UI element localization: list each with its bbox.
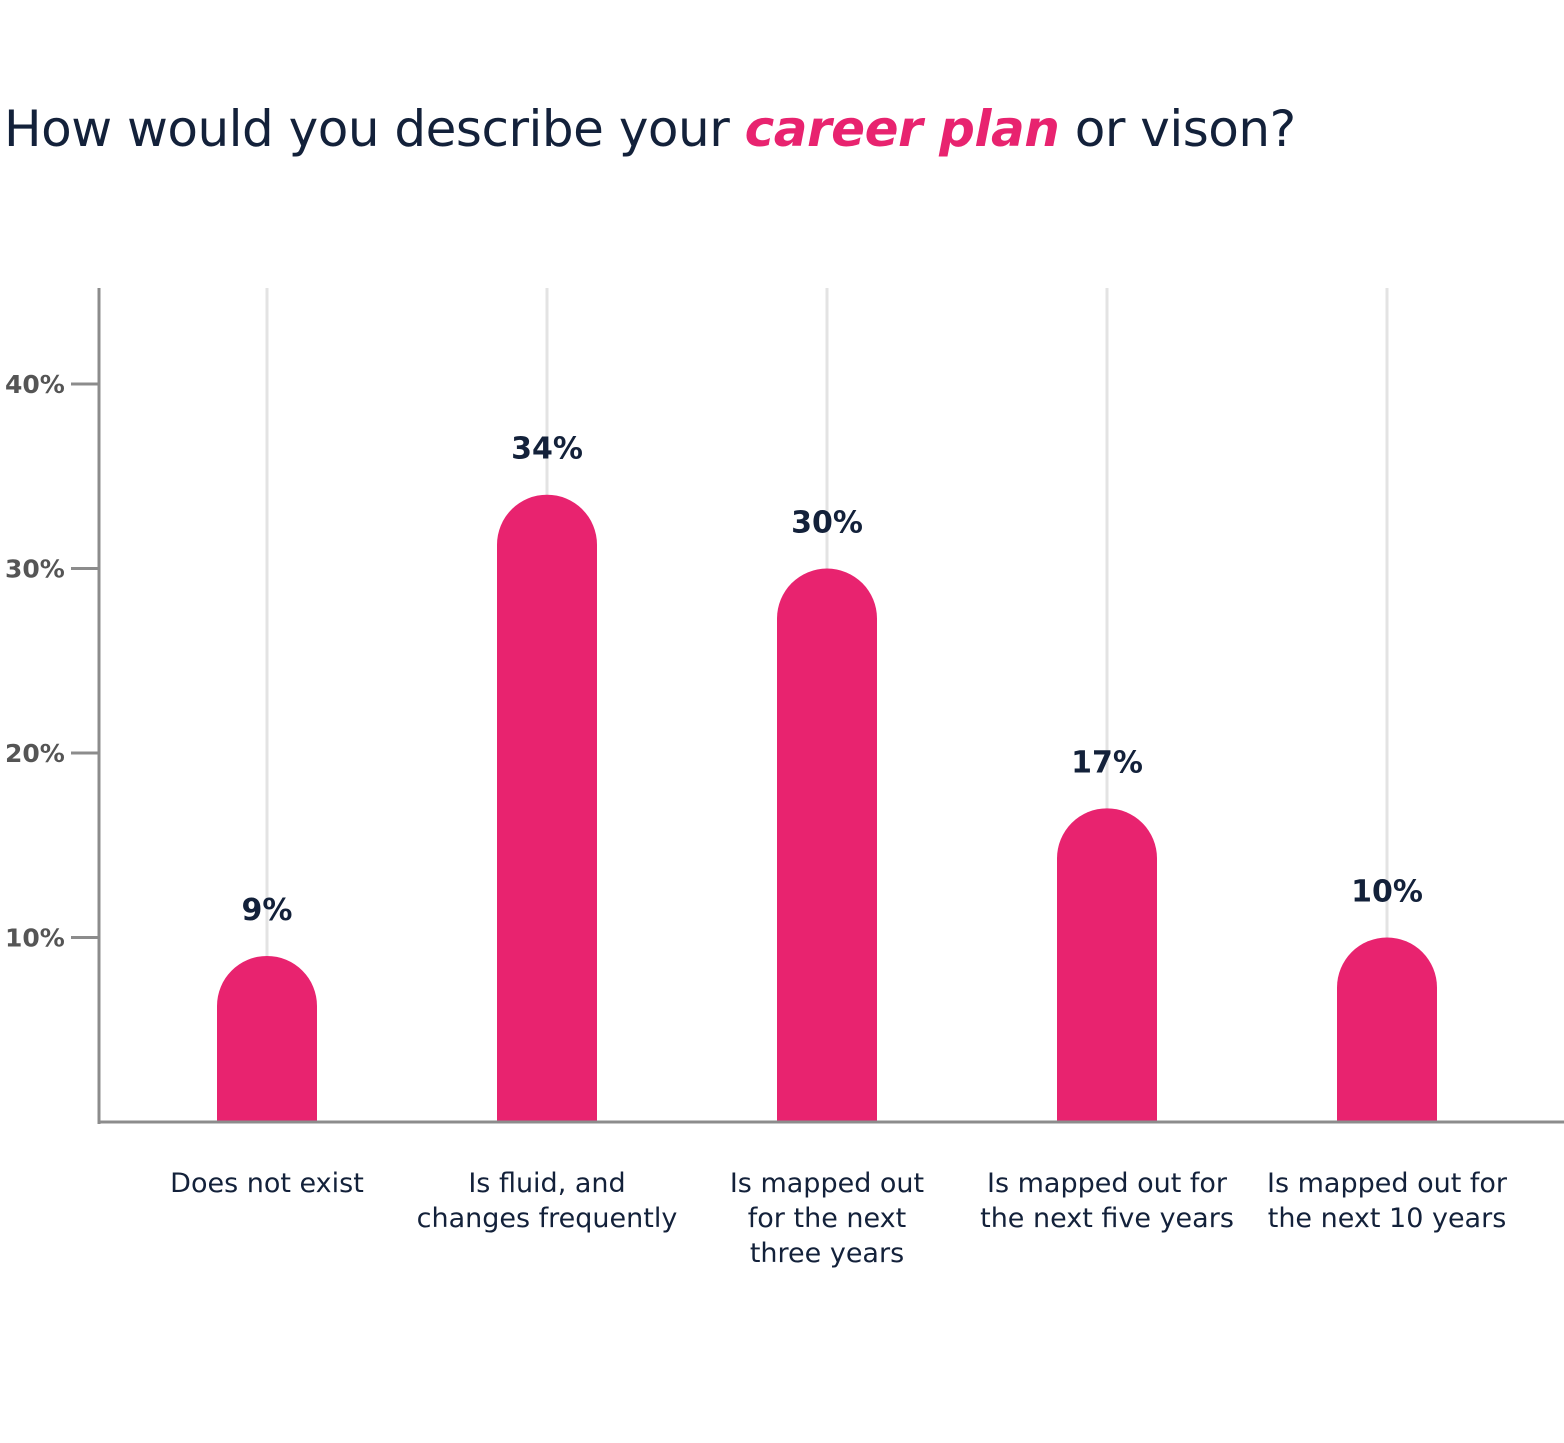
x-category-label-line: for the next	[748, 1203, 906, 1234]
data-label: 9%	[242, 893, 293, 928]
x-category-label-line: the next five years	[980, 1203, 1234, 1234]
title-text-before: How would you describe your	[4, 100, 745, 158]
bar	[217, 955, 317, 1122]
y-tick-label: 30%	[5, 555, 65, 584]
x-category-label: Is fluid, and changes frequently	[417, 1168, 678, 1234]
data-label: 34%	[511, 432, 583, 467]
y-tick-label: 10%	[5, 924, 65, 953]
x-category-label: Is mapped out for the next three years	[730, 1168, 924, 1269]
chart-title: How would you describe your career plan …	[4, 100, 1296, 158]
x-category-label: Is mapped out for the next five years	[980, 1168, 1234, 1234]
x-category-label-line: three years	[750, 1238, 904, 1269]
x-category-label-line: Does not exist	[170, 1168, 364, 1199]
title-text-after: or vison?	[1059, 100, 1296, 158]
x-category-label-line: Is mapped out	[730, 1168, 924, 1199]
x-category-label-line: Is mapped out for	[987, 1168, 1228, 1199]
x-category-label-line: changes frequently	[417, 1203, 678, 1234]
x-category-label: Is mapped out for the next 10 years	[1267, 1168, 1508, 1234]
x-category-label: Does not exist	[170, 1168, 364, 1199]
x-category-label-line: the next 10 years	[1268, 1203, 1507, 1234]
bar	[777, 568, 877, 1122]
title-highlight: career plan	[744, 100, 1060, 158]
bar	[1057, 808, 1157, 1122]
y-tick-label: 40%	[5, 370, 65, 399]
x-category-label-line: Is fluid, and	[468, 1168, 625, 1199]
data-label: 17%	[1071, 745, 1143, 780]
data-label: 30%	[791, 506, 863, 541]
y-tick-label: 20%	[5, 739, 65, 768]
x-category-label-line: Is mapped out for	[1267, 1168, 1508, 1199]
data-label: 10%	[1351, 875, 1423, 910]
bar	[497, 494, 597, 1122]
bar	[1337, 937, 1437, 1122]
